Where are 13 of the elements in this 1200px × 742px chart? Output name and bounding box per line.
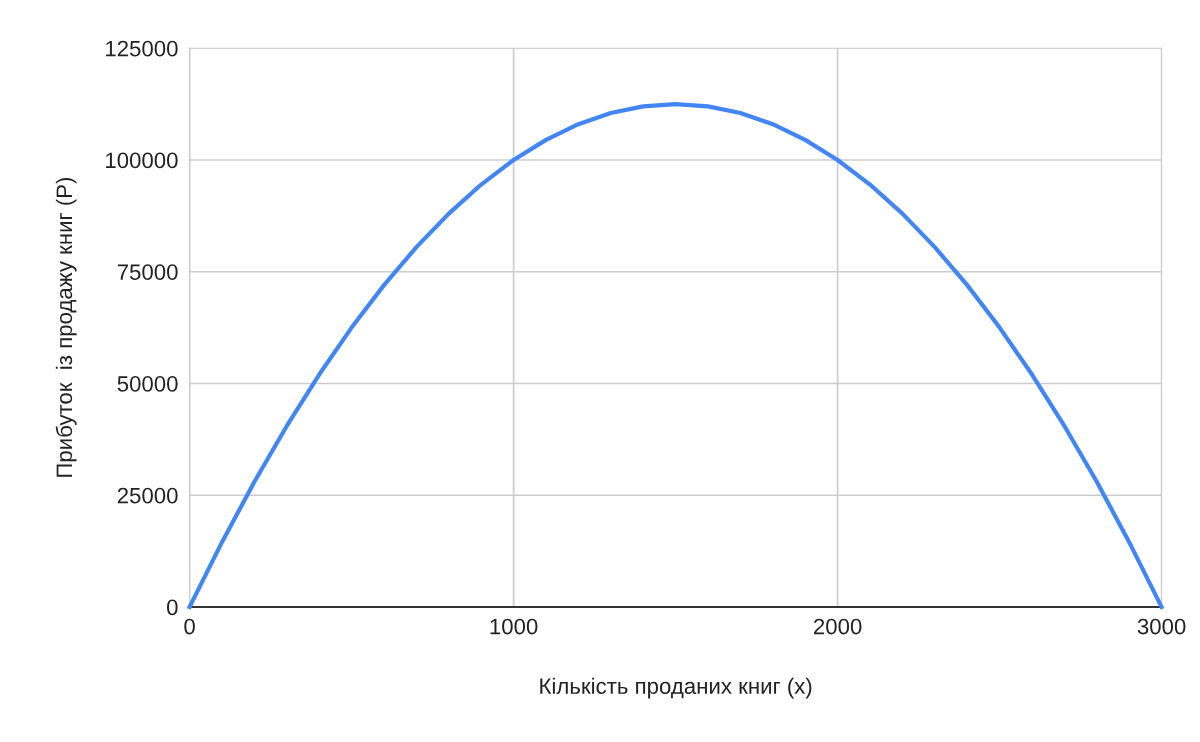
y-tick-label: 50000 — [117, 376, 178, 392]
y-tick-label: 0 — [167, 599, 178, 616]
line-series — [187, 102, 1164, 610]
y-axis-title: Прибуток із продажу книг (P) — [55, 177, 77, 477]
y-tick-label: 25000 — [117, 487, 178, 504]
y-tick-label: 100000 — [106, 152, 178, 169]
x-axis-title: Кількість проданих книг (x) — [540, 677, 812, 699]
y-tick-label: 75000 — [117, 264, 178, 280]
x-tick-label: 2000 — [814, 618, 862, 635]
x-tick-label: 0 — [184, 618, 195, 635]
y-tick-label: 125000 — [106, 40, 178, 57]
x-tick-label: 1000 — [490, 618, 538, 635]
x-tick-label: 3000 — [1137, 618, 1186, 635]
